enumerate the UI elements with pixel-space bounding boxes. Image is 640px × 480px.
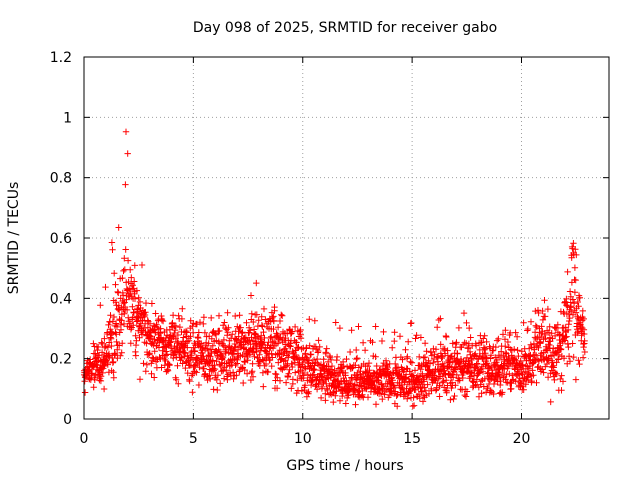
y-tick-label: 1.2 <box>50 50 72 66</box>
y-axis-label: SRMTID / TECUs <box>6 182 22 295</box>
y-tick-label: 0.6 <box>50 231 72 247</box>
y-tick-label: 0.2 <box>50 352 72 368</box>
y-axis-ticks: 0 0.2 0.4 0.6 0.8 1 1.2 <box>50 50 609 428</box>
srmtid-scatter-markers <box>81 128 588 410</box>
x-tick-label: 20 <box>513 431 531 447</box>
x-axis-ticks: 0 5 10 15 20 <box>80 57 531 447</box>
y-tick-label: 1 <box>63 110 72 126</box>
y-tick-label: 0.4 <box>50 291 72 307</box>
y-tick-label: 0.8 <box>50 171 72 187</box>
chart-title: Day 098 of 2025, SRMTID for receiver gab… <box>193 20 497 36</box>
x-tick-label: 0 <box>80 431 89 447</box>
x-tick-label: 15 <box>403 431 421 447</box>
data-series-srmtid <box>81 128 588 410</box>
x-tick-label: 10 <box>294 431 312 447</box>
y-tick-label: 0 <box>63 412 72 428</box>
chart-gridlines <box>84 57 609 419</box>
x-axis-label: GPS time / hours <box>286 458 403 474</box>
x-tick-label: 5 <box>189 431 198 447</box>
